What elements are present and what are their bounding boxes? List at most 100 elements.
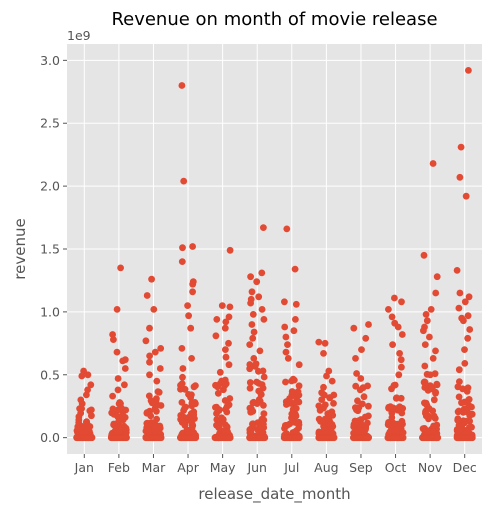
data-point <box>321 391 328 399</box>
data-point <box>328 408 336 416</box>
data-point <box>432 347 439 355</box>
y-tick-label: 2.0 <box>40 179 60 194</box>
data-point <box>256 397 264 405</box>
data-point <box>113 306 121 313</box>
data-point <box>78 372 86 380</box>
data-point <box>295 391 303 399</box>
data-point <box>191 415 198 422</box>
data-point <box>123 434 130 442</box>
data-point <box>425 427 432 435</box>
data-point <box>281 323 289 331</box>
data-point <box>397 356 405 364</box>
data-point <box>188 355 196 362</box>
data-point <box>178 399 186 406</box>
data-point <box>292 316 299 323</box>
data-point <box>156 365 164 372</box>
data-point <box>421 362 429 370</box>
data-point <box>114 386 122 394</box>
x-tick-label: Jun <box>246 460 267 475</box>
data-point <box>354 407 362 415</box>
data-point <box>321 339 329 347</box>
data-point <box>226 246 234 254</box>
data-point <box>215 421 223 429</box>
data-point <box>122 424 130 432</box>
data-point <box>466 326 474 333</box>
data-point <box>433 381 441 389</box>
data-point <box>468 403 475 411</box>
data-point <box>189 243 197 250</box>
data-point <box>86 407 94 415</box>
data-point <box>225 361 233 369</box>
data-point <box>247 299 255 307</box>
y-tick-label: 1.0 <box>40 304 60 319</box>
data-point <box>219 416 227 423</box>
data-point <box>281 298 288 306</box>
data-point <box>320 383 327 391</box>
data-point <box>143 292 151 299</box>
y-tick-label: 2.5 <box>40 116 60 131</box>
data-point <box>218 302 226 309</box>
data-point <box>425 415 432 423</box>
data-point <box>398 331 406 338</box>
data-point <box>117 264 124 272</box>
data-point <box>428 385 436 393</box>
data-point <box>189 288 197 296</box>
data-point <box>249 311 257 318</box>
data-point <box>178 345 186 352</box>
x-tick-label: Aug <box>314 460 338 475</box>
data-point <box>255 293 263 301</box>
data-point <box>119 357 127 365</box>
data-point <box>421 341 429 348</box>
data-point <box>259 384 267 392</box>
data-point <box>249 399 257 407</box>
data-point <box>431 370 439 378</box>
y-tick-label: 0.0 <box>40 430 60 445</box>
y-axis-offset-label: 1e9 <box>67 28 91 43</box>
data-point <box>226 303 234 311</box>
data-points <box>73 67 476 442</box>
data-point <box>249 334 257 342</box>
data-point <box>213 316 221 323</box>
data-point <box>108 409 116 417</box>
data-point <box>181 404 189 412</box>
data-point <box>221 324 229 332</box>
data-point <box>151 422 159 430</box>
data-point <box>153 415 161 423</box>
data-point <box>225 339 232 347</box>
data-point <box>121 365 129 372</box>
data-point <box>252 360 260 368</box>
data-point <box>455 304 463 312</box>
data-point <box>385 306 392 313</box>
data-point <box>429 407 437 415</box>
data-point <box>258 269 266 277</box>
data-point <box>396 406 404 413</box>
data-point <box>295 361 303 369</box>
data-point <box>454 416 462 424</box>
data-point <box>362 334 370 342</box>
data-point <box>114 375 122 382</box>
data-point <box>148 399 156 407</box>
data-point <box>225 313 233 321</box>
data-point <box>216 368 224 376</box>
data-point <box>295 398 303 406</box>
data-point <box>288 388 296 395</box>
data-point <box>430 396 438 404</box>
data-point <box>290 327 298 335</box>
data-point <box>365 434 372 442</box>
data-point <box>330 400 337 407</box>
data-point <box>215 407 223 414</box>
data-point <box>226 395 234 402</box>
data-point <box>365 402 372 410</box>
data-point <box>357 375 365 382</box>
x-tick-label: Jul <box>283 460 299 475</box>
data-point <box>389 404 397 412</box>
data-point <box>422 399 430 407</box>
data-point <box>260 224 267 232</box>
data-point <box>286 395 293 402</box>
data-point <box>288 377 295 385</box>
x-tick-label: Feb <box>108 460 130 475</box>
chart-title: Revenue on month of movie release <box>111 9 437 30</box>
data-point <box>316 406 324 414</box>
data-point <box>143 409 151 416</box>
